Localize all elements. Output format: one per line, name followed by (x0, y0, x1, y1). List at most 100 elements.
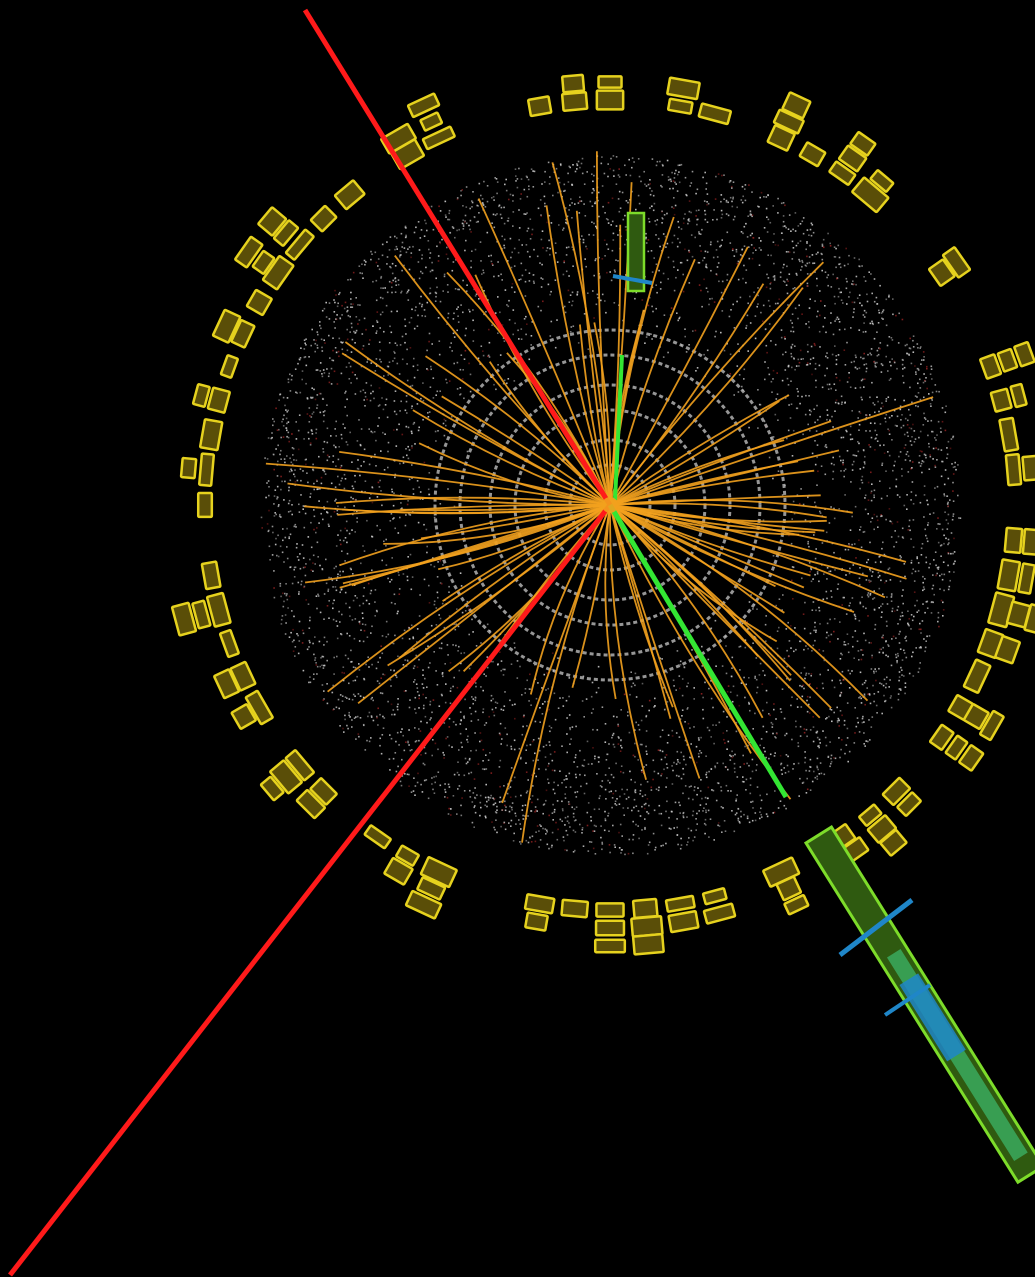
tracker-hit (475, 645, 478, 647)
tracker-hit (427, 412, 429, 414)
tracker-hit (553, 692, 556, 695)
tracker-hit (881, 364, 884, 367)
tracker-hit (912, 335, 915, 337)
tracker-hit (284, 592, 286, 595)
tracker-hit (620, 852, 622, 854)
tracker-hit (721, 831, 723, 833)
tracker-hit (362, 545, 364, 547)
tracker-hit (582, 675, 585, 678)
tracker-hit (406, 290, 409, 293)
tracker-hit (562, 705, 565, 707)
tracker-hit (549, 176, 551, 178)
tracker-hit (887, 451, 889, 453)
tracker-hit (859, 468, 862, 470)
tracker-hit (876, 396, 878, 398)
tracker-hit (864, 497, 866, 499)
tracker-hit (348, 378, 351, 380)
tracker-hit (893, 360, 896, 363)
tracker-hit (266, 458, 269, 460)
tracker-hit (586, 811, 589, 814)
tracker-hit (673, 685, 675, 687)
tracker-hit (426, 551, 428, 554)
tracker-hit (931, 378, 933, 380)
tracker-hit (940, 544, 943, 546)
tracker-hit (512, 309, 515, 311)
tracker-hit (848, 572, 851, 575)
tracker-hit (503, 340, 506, 342)
tracker-hit (892, 298, 894, 300)
tracker-hit (526, 679, 528, 682)
tracker-hit (833, 507, 835, 510)
tracker-hit (712, 724, 714, 726)
tracker-hit (553, 811, 556, 813)
tracker-hit (392, 279, 394, 282)
tracker-hit (734, 215, 736, 218)
tracker-hit (551, 812, 554, 814)
tracker-hit (748, 184, 750, 186)
tracker-hit (726, 748, 728, 750)
tracker-hit (472, 309, 474, 311)
tracker-hit (500, 273, 502, 276)
tracker-hit (723, 820, 726, 822)
tracker-hit (743, 763, 745, 765)
tracker-hit (503, 705, 506, 707)
tracker-hit (768, 323, 771, 325)
tracker-hit (380, 645, 382, 647)
tracker-hit (287, 436, 290, 439)
tracker-hit (812, 601, 815, 603)
tracker-hit (745, 683, 747, 686)
tracker-hit (525, 749, 527, 751)
tracker-hit (421, 303, 424, 306)
tracker-hit (826, 367, 828, 370)
tracker-hit (666, 777, 668, 779)
tracker-hit (844, 468, 847, 471)
tracker-hit (784, 225, 786, 227)
tracker-hit (834, 302, 836, 305)
tracker-hit (858, 442, 860, 445)
tracker-hit (316, 527, 318, 529)
tracker-hit (925, 534, 927, 537)
tracker-hit (374, 453, 376, 456)
tracker-hit (286, 593, 288, 595)
tracker-hit (866, 594, 869, 596)
tracker-hit (380, 450, 382, 452)
tracker-hit (584, 774, 586, 777)
tracker-hit (797, 742, 799, 744)
tracker-hit (429, 700, 432, 703)
tracker-hit (870, 353, 873, 356)
tracker-hit (863, 363, 866, 366)
tracker-hit (680, 837, 682, 840)
tracker-hit (415, 306, 417, 308)
tracker-hit (903, 675, 905, 677)
tracker-hit (787, 384, 790, 386)
tracker-hit (884, 420, 887, 423)
tracker-hit (751, 214, 754, 216)
tracker-hit (296, 479, 299, 482)
tracker-hit (897, 342, 900, 344)
tracker-hit (611, 249, 614, 252)
tracker-hit (858, 583, 861, 586)
tracker-hit (598, 808, 600, 810)
tracker-hit (465, 327, 467, 330)
tracker-hit (534, 810, 536, 813)
tracker-hit (561, 782, 563, 784)
tracker-hit (273, 596, 276, 599)
tracker-hit (309, 442, 312, 444)
tracker-hit (857, 721, 859, 724)
tracker-hit (610, 279, 613, 282)
tracker-hit (541, 183, 543, 185)
tracker-hit (445, 683, 447, 685)
tracker-hit (405, 425, 408, 428)
tracker-hit (260, 516, 263, 519)
tracker-hit (756, 764, 758, 766)
tracker-hit (732, 303, 734, 306)
tracker-hit (332, 359, 335, 362)
tracker-hit (302, 508, 304, 510)
tracker-hit (484, 815, 487, 818)
tracker-hit (809, 729, 812, 731)
tracker-hit (376, 610, 378, 613)
tracker-hit (706, 221, 709, 223)
tracker-hit (749, 792, 752, 795)
tracker-hit (634, 672, 637, 675)
tracker-hit (608, 743, 610, 745)
